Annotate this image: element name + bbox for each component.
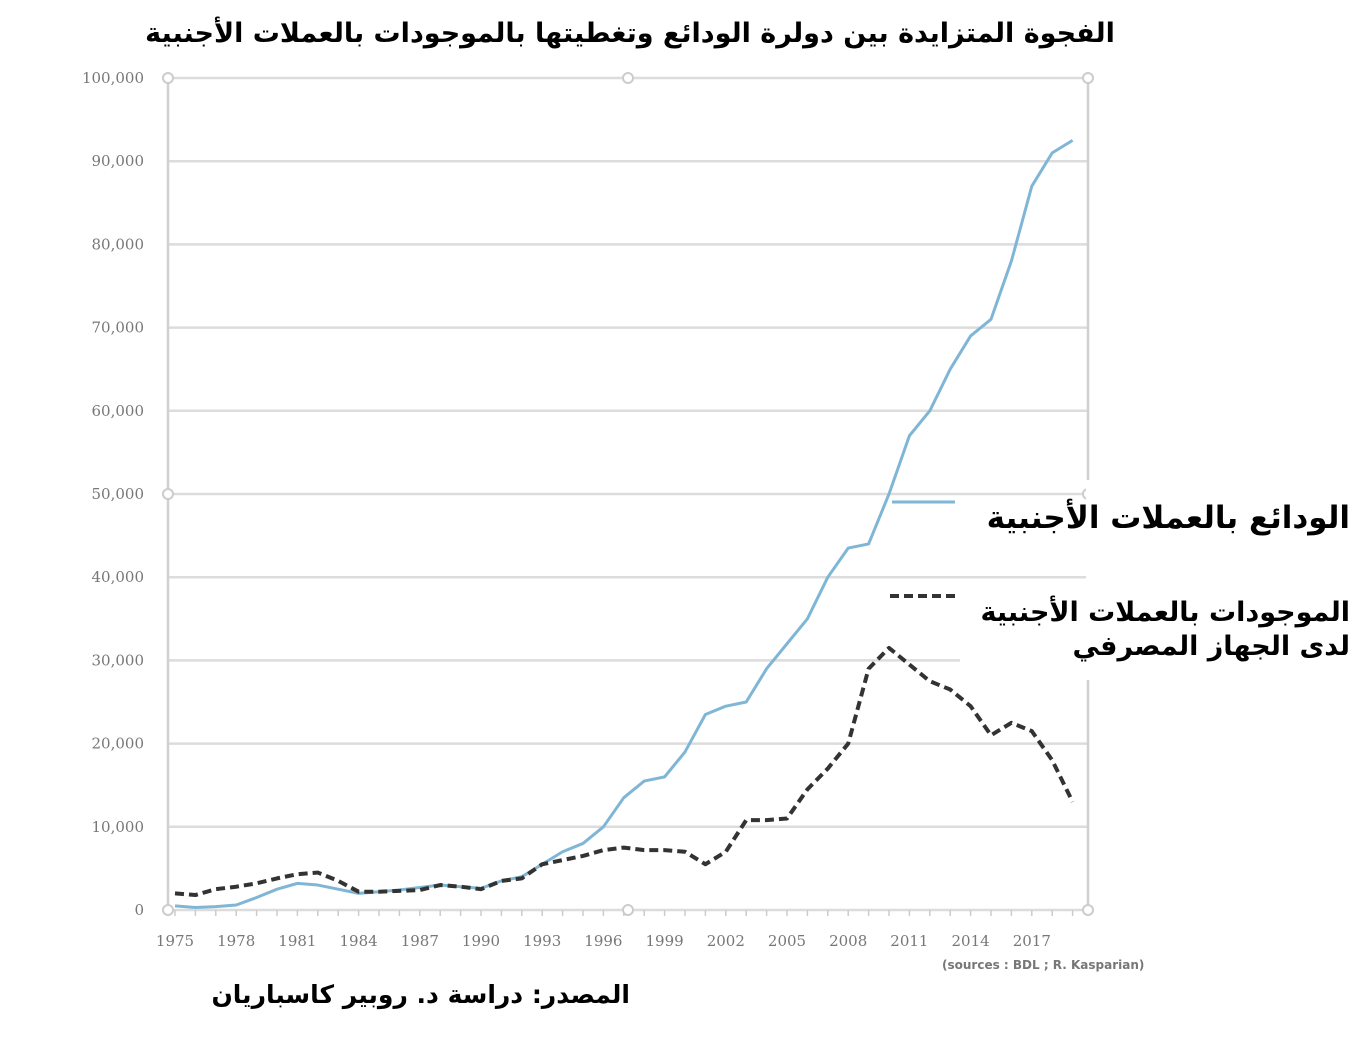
y-tick-label: 40,000 <box>92 568 145 586</box>
selection-handle <box>162 72 174 84</box>
series-line-deposits <box>174 139 1074 910</box>
x-tick-label: 1984 <box>340 932 378 950</box>
y-tick-label: 30,000 <box>92 651 145 669</box>
source-caption: المصدر: دراسة د. روبير كاسباريان <box>211 980 630 1009</box>
y-tick-label: 90,000 <box>92 152 145 170</box>
selection-handle <box>162 488 174 500</box>
x-tick-label: 2002 <box>707 932 745 950</box>
x-tick-label: 1990 <box>462 932 500 950</box>
x-tick-label: 1993 <box>523 932 561 950</box>
x-tick-label: 1996 <box>584 932 622 950</box>
y-tick-label: 100,000 <box>82 69 144 87</box>
legend-label-assets: الموجودات بالعملات الأجنبية لدى الجهاز ا… <box>960 596 1350 664</box>
chart-title: الفجوة المتزايدة بين دولرة الودائع وتغطي… <box>145 18 1115 49</box>
x-tick-label: 1981 <box>278 932 316 950</box>
y-tick-label: 10,000 <box>92 818 145 836</box>
y-tick-label: 80,000 <box>92 235 145 253</box>
selection-handle <box>1082 904 1094 916</box>
y-tick-label: 20,000 <box>92 735 145 753</box>
series-line-assets <box>174 645 1075 898</box>
x-tick-label: 2005 <box>768 932 806 950</box>
x-tick-label: 1999 <box>646 932 684 950</box>
sources-note: (sources : BDL ; R. Kasparian) <box>942 958 1145 972</box>
y-tick-label: 60,000 <box>92 402 145 420</box>
x-tick-label: 1975 <box>156 932 194 950</box>
selection-handle <box>622 904 634 916</box>
y-tick-label: 70,000 <box>92 319 145 337</box>
y-tick-label: 0 <box>134 901 144 919</box>
y-tick-label: 50,000 <box>92 485 145 503</box>
selection-handle <box>162 904 174 916</box>
x-tick-label: 2014 <box>952 932 990 950</box>
legend-label-deposits: الودائع بالعملات الأجنبية <box>960 500 1350 536</box>
selection-handle <box>1082 72 1094 84</box>
x-tick-label: 1987 <box>401 932 439 950</box>
x-tick-label: 2008 <box>829 932 867 950</box>
selection-handle <box>622 72 634 84</box>
x-tick-label: 1978 <box>217 932 255 950</box>
x-tick-label: 2017 <box>1013 932 1051 950</box>
x-tick-label: 2011 <box>890 932 928 950</box>
